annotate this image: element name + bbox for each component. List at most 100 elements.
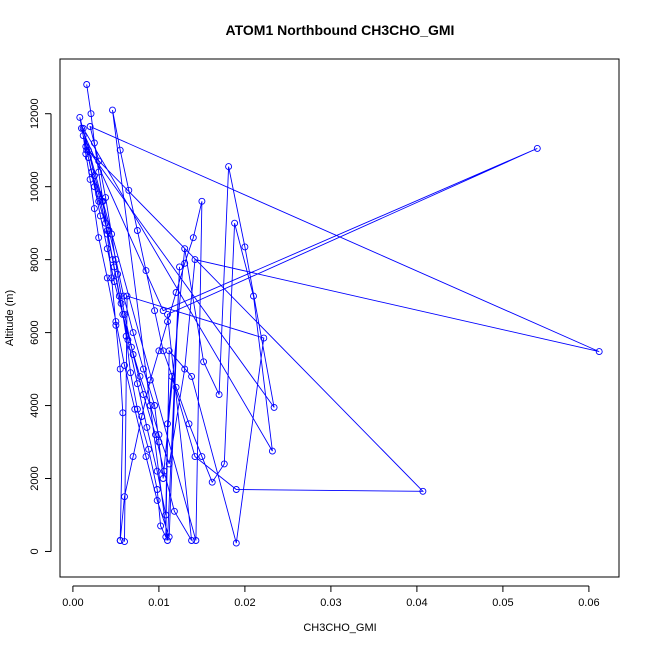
data-point	[102, 219, 110, 227]
data-point	[208, 478, 216, 486]
x-axis-label: CH3CHO_GMI	[303, 622, 376, 634]
data-point	[78, 124, 85, 132]
data-point	[95, 197, 103, 205]
data-point	[116, 146, 124, 154]
data-point	[109, 106, 116, 114]
data-point	[112, 256, 120, 264]
data-point	[181, 259, 189, 267]
data-point	[79, 132, 87, 140]
data-point	[188, 372, 196, 380]
data-point	[168, 372, 176, 380]
data-point	[181, 245, 189, 253]
data-point	[241, 243, 249, 251]
data-point	[127, 343, 135, 351]
data-point	[164, 318, 171, 326]
data-point	[232, 539, 240, 547]
data-point	[88, 168, 96, 176]
data-point	[155, 347, 163, 355]
data-point	[159, 475, 167, 482]
data-point	[181, 365, 189, 373]
data-point	[143, 423, 151, 431]
data-point	[82, 143, 90, 150]
data-point	[165, 347, 173, 355]
data-point	[145, 445, 153, 453]
data-point	[110, 278, 118, 285]
data-point	[191, 453, 199, 461]
data-point	[268, 447, 276, 455]
data-point	[215, 391, 223, 399]
chart-title: ATOM1 Northbound CH3CHO_GMI	[226, 22, 455, 38]
x-tick-label: 0.04	[406, 597, 427, 609]
data-point	[123, 292, 131, 300]
data-point	[119, 409, 127, 417]
data-point	[121, 361, 128, 369]
data-point	[129, 351, 137, 358]
data-point	[153, 496, 161, 504]
x-tick-label: 0.00	[62, 597, 83, 609]
data-point	[165, 533, 173, 541]
data-point	[98, 197, 106, 205]
data-point	[155, 431, 163, 439]
data-point	[153, 467, 161, 475]
data-point	[419, 487, 427, 495]
y-tick-label: 8000	[29, 247, 41, 271]
data-point	[103, 227, 111, 234]
data-point	[164, 310, 171, 318]
data-point	[86, 175, 94, 183]
data-point	[595, 348, 603, 356]
data-point	[185, 420, 193, 428]
data-point	[250, 292, 257, 300]
data-point	[270, 403, 278, 411]
data-point	[133, 405, 141, 413]
data-point	[164, 537, 171, 544]
data-point	[142, 267, 150, 275]
data-point	[96, 212, 104, 220]
data-point	[192, 537, 200, 544]
y-axis-label: Altitude (m)	[4, 290, 16, 346]
data-point	[127, 369, 134, 377]
data-point	[124, 336, 132, 344]
data-point	[95, 157, 103, 165]
data-point	[198, 197, 206, 205]
data-point	[129, 329, 137, 337]
data-point	[142, 453, 150, 461]
data-point	[533, 144, 541, 152]
data-point	[116, 365, 124, 373]
x-tick-label: 0.03	[320, 597, 341, 609]
data-point	[146, 376, 154, 384]
data-point	[151, 402, 159, 409]
data-point	[122, 332, 130, 340]
data-point	[120, 292, 128, 300]
data-point	[157, 522, 165, 530]
data-point	[129, 453, 137, 461]
data-point	[146, 402, 154, 409]
data-point	[139, 391, 147, 399]
data-point	[139, 365, 147, 373]
data-point	[90, 139, 98, 147]
data-point	[90, 183, 98, 191]
data-point	[117, 299, 125, 307]
data-point	[133, 227, 141, 234]
data-series	[76, 81, 603, 547]
data-point	[116, 537, 124, 544]
data-point	[225, 163, 233, 171]
data-point	[84, 154, 92, 161]
y-tick-label: 0	[29, 548, 41, 554]
y-tick-label: 10000	[29, 171, 41, 202]
series-line	[79, 84, 600, 544]
data-point	[103, 230, 111, 238]
data-point	[125, 186, 133, 194]
data-point	[232, 486, 240, 493]
data-point	[170, 507, 178, 515]
data-point	[220, 460, 228, 468]
data-point	[103, 245, 111, 253]
y-tick-label: 12000	[29, 98, 41, 129]
y-tick-label: 4000	[29, 393, 41, 417]
data-point	[152, 431, 159, 439]
data-point	[138, 413, 146, 420]
data-point	[176, 263, 183, 271]
data-point	[136, 372, 144, 380]
data-point	[121, 310, 128, 318]
data-point	[95, 234, 103, 242]
